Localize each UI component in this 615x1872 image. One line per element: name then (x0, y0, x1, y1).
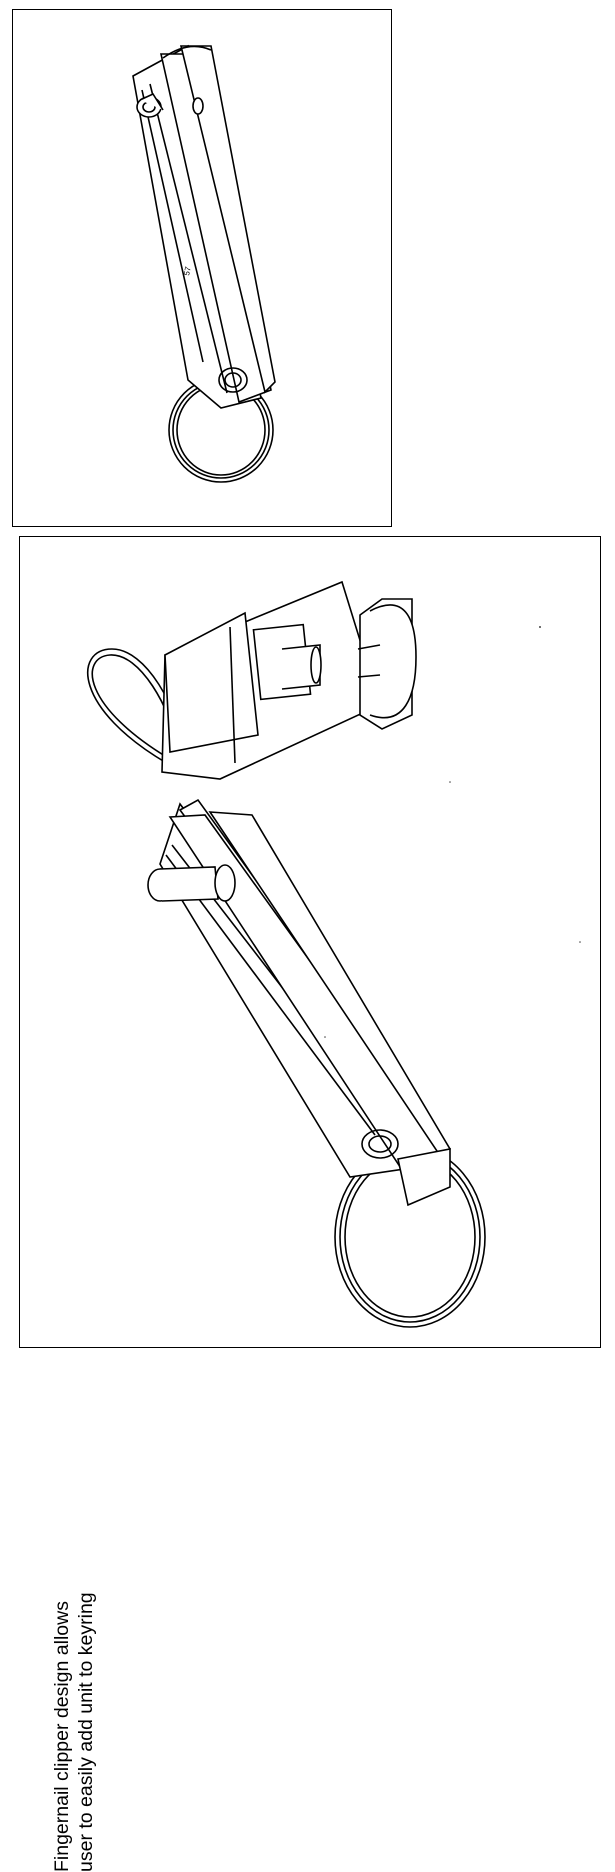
figure-caption: Fingernail clipper design allows user to… (50, 1472, 98, 1872)
figure-sheet: 57 (0, 0, 615, 1354)
pivot-pin-large (148, 865, 235, 901)
caption-line-2: user to easily add unit to keyring (74, 1472, 98, 1872)
clipper-closed-drawing: 57 (13, 10, 393, 528)
clipper-open-drawings (20, 537, 602, 1349)
caption-line-1: Fingernail clipper design allows (50, 1472, 74, 1872)
top-drawing-panel: 57 (12, 9, 392, 527)
bottom-drawing-panel: Fingernail clipper design allows user to… (19, 536, 601, 1348)
